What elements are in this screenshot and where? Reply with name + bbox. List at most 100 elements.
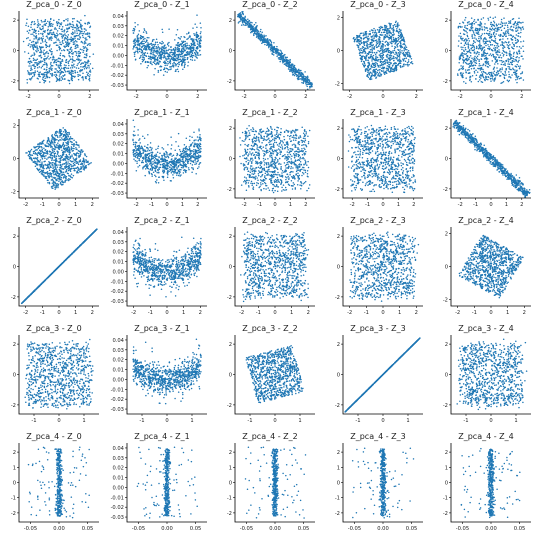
scatter-point (34, 36, 37, 38)
scatter-point (505, 41, 508, 44)
scatter-point (510, 29, 513, 31)
scatter-point (397, 48, 399, 51)
y-tick-label: 0.00 (112, 53, 124, 59)
scatter-point (31, 28, 34, 31)
scatter-point (38, 71, 40, 74)
scatter-point (495, 23, 498, 26)
scatter-point (407, 59, 410, 61)
scatter-point (356, 36, 359, 39)
scatter-point (291, 65, 294, 67)
scatter-point (471, 37, 474, 39)
scatter-point (491, 39, 493, 42)
scatter-point (522, 79, 525, 81)
scatter-point (519, 36, 522, 38)
scatter-point (70, 160, 73, 163)
scatter-point (363, 62, 366, 65)
scatter-point (82, 49, 85, 52)
scatter-point (492, 53, 495, 56)
scatter-point (504, 22, 506, 24)
scatter-point (389, 41, 391, 43)
scatter-point (512, 68, 515, 71)
scatter-point (60, 159, 62, 161)
scatter-point (36, 64, 39, 67)
scatter-point (48, 81, 51, 83)
y-tick-label: -0.03 (111, 83, 124, 89)
scatter-point (58, 25, 61, 27)
scatter-point (393, 33, 395, 36)
scatter-point (508, 73, 510, 76)
scatter-point (406, 63, 409, 66)
scatter-point (66, 150, 69, 153)
scatter-point (47, 165, 49, 167)
scatter-point (67, 43, 70, 45)
scatter-point (397, 31, 400, 33)
scatter-point (522, 40, 525, 42)
scatter-point (184, 43, 186, 46)
scatter-point (199, 32, 202, 35)
scatter-point (293, 66, 295, 68)
scatter-point (169, 54, 171, 57)
scatter-point (86, 33, 89, 35)
scatter-point (55, 144, 58, 146)
scatter-point (474, 64, 477, 67)
scatter-point (384, 41, 387, 43)
scatter-point (133, 45, 135, 47)
scatter-point (41, 171, 43, 174)
scatter-point (365, 32, 368, 35)
scatter-point (178, 63, 180, 66)
scatter-point (310, 81, 312, 84)
scatter-point (72, 174, 75, 177)
scatter-point (69, 155, 72, 158)
scatter-point (383, 72, 385, 74)
scatter-point (268, 43, 271, 45)
scatter-point (189, 50, 191, 53)
scatter-point (167, 69, 170, 71)
scatter-point (53, 143, 55, 145)
scatter-point (44, 80, 46, 82)
scatter-point (175, 64, 177, 67)
scatter-point (83, 68, 86, 70)
scatter-point (45, 22, 48, 25)
scatter-point (69, 58, 72, 61)
x-tick-label: 0 (165, 94, 168, 100)
scatter-point (60, 43, 63, 46)
scatter-point (59, 54, 62, 57)
scatter-point (79, 23, 82, 26)
scatter-point (491, 49, 493, 51)
scatter-point (57, 142, 59, 144)
axis-lines (450, 11, 531, 91)
scatter-point (43, 172, 45, 174)
scatter-point (389, 26, 391, 28)
scatter-point (66, 165, 69, 168)
scatter-point (32, 57, 35, 60)
scatter-point (46, 66, 48, 68)
scatter-point (472, 30, 475, 32)
scatter-point (463, 28, 465, 31)
scatter-point (81, 32, 83, 35)
scatter-point (44, 74, 46, 76)
scatter-point (62, 135, 65, 138)
scatter-point (397, 22, 399, 24)
scatter-point (56, 131, 59, 133)
scatter-point (475, 78, 477, 80)
scatter-point (491, 74, 493, 76)
scatter-point (492, 24, 495, 26)
scatter-point (51, 154, 54, 157)
scatter-point (389, 37, 391, 39)
scatter-point (489, 41, 492, 44)
scatter-point (31, 72, 33, 74)
scatter-point (183, 66, 186, 68)
scatter-point (32, 33, 34, 35)
scatter-point (137, 33, 140, 36)
scatter-point (82, 77, 84, 79)
scatter-point (26, 152, 28, 154)
scatter-point (381, 54, 383, 57)
scatter-point (464, 61, 467, 64)
scatter-point (39, 163, 41, 166)
scatter-point (295, 73, 298, 76)
panel-plot: -2 0 2-0.03-0.02-0.010.000.010.020.030.04 (111, 11, 207, 100)
scatter-point (164, 70, 167, 73)
scatter-point (74, 50, 76, 53)
scatter-point (498, 49, 500, 51)
scatter-point (136, 35, 139, 37)
